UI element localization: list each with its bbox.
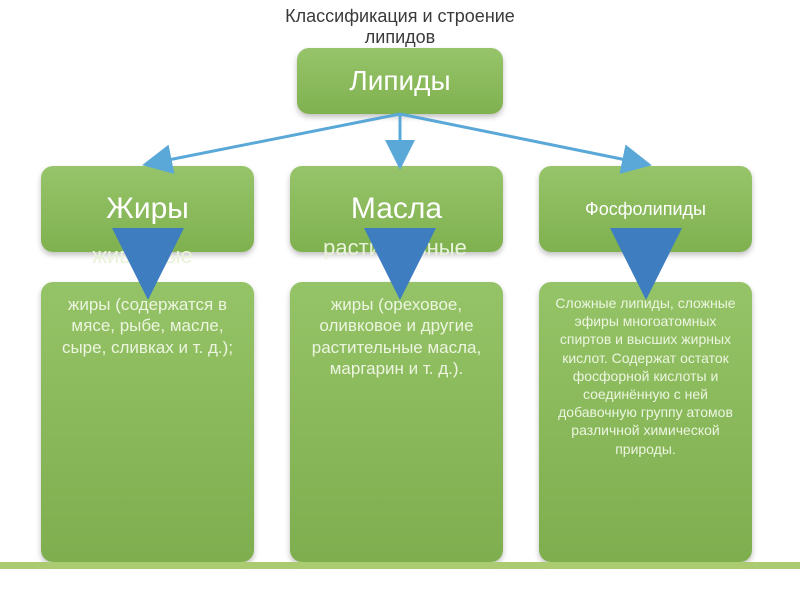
category-label: Жиры [106,192,189,226]
root-label: Липиды [349,65,450,97]
accent-line [0,562,800,569]
description-text: жиры (содержатся в мясе, рыбе, масле, сы… [51,294,244,358]
category-subtitle-1: животные [0,243,285,269]
description-text: жиры (ореховое, оливковое и другие расти… [300,294,493,379]
arrow-from-root [400,114,646,164]
category-subtitle-2: растительные [265,235,525,261]
arrow-from-root [148,114,400,164]
diagram-title: Классификация и строениелипидов [0,6,800,47]
description-box-1: жиры (содержатся в мясе, рыбе, масле, сы… [41,282,254,562]
description-box-2: жиры (ореховое, оливковое и другие расти… [290,282,503,562]
category-node-phospholipids: Фосфолипиды [539,166,752,252]
category-label: Фосфолипиды [585,199,706,220]
category-node-fats: Жиры [41,166,254,252]
description-text: Сложные липиды, сложные эфиры многоатомн… [549,294,742,458]
category-label: Масла [351,194,442,224]
description-box-3: Сложные липиды, сложные эфиры многоатомн… [539,282,752,562]
root-node: Липиды [297,48,503,114]
